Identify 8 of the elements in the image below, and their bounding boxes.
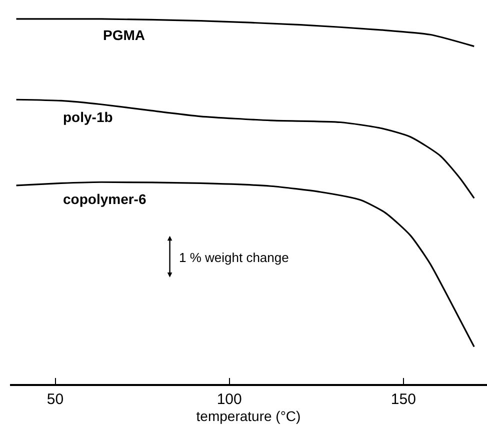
x-tick-label: 100 — [216, 391, 242, 408]
x-tick-label: 50 — [46, 391, 64, 408]
series-label: poly-1b — [63, 109, 113, 125]
series-label: copolymer-6 — [63, 191, 146, 207]
annotation: 1 % weight change — [179, 250, 289, 265]
series-label: PGMA — [103, 27, 145, 43]
x-axis-title: temperature (°C) — [196, 408, 301, 424]
x-tick-label: 150 — [390, 391, 416, 408]
